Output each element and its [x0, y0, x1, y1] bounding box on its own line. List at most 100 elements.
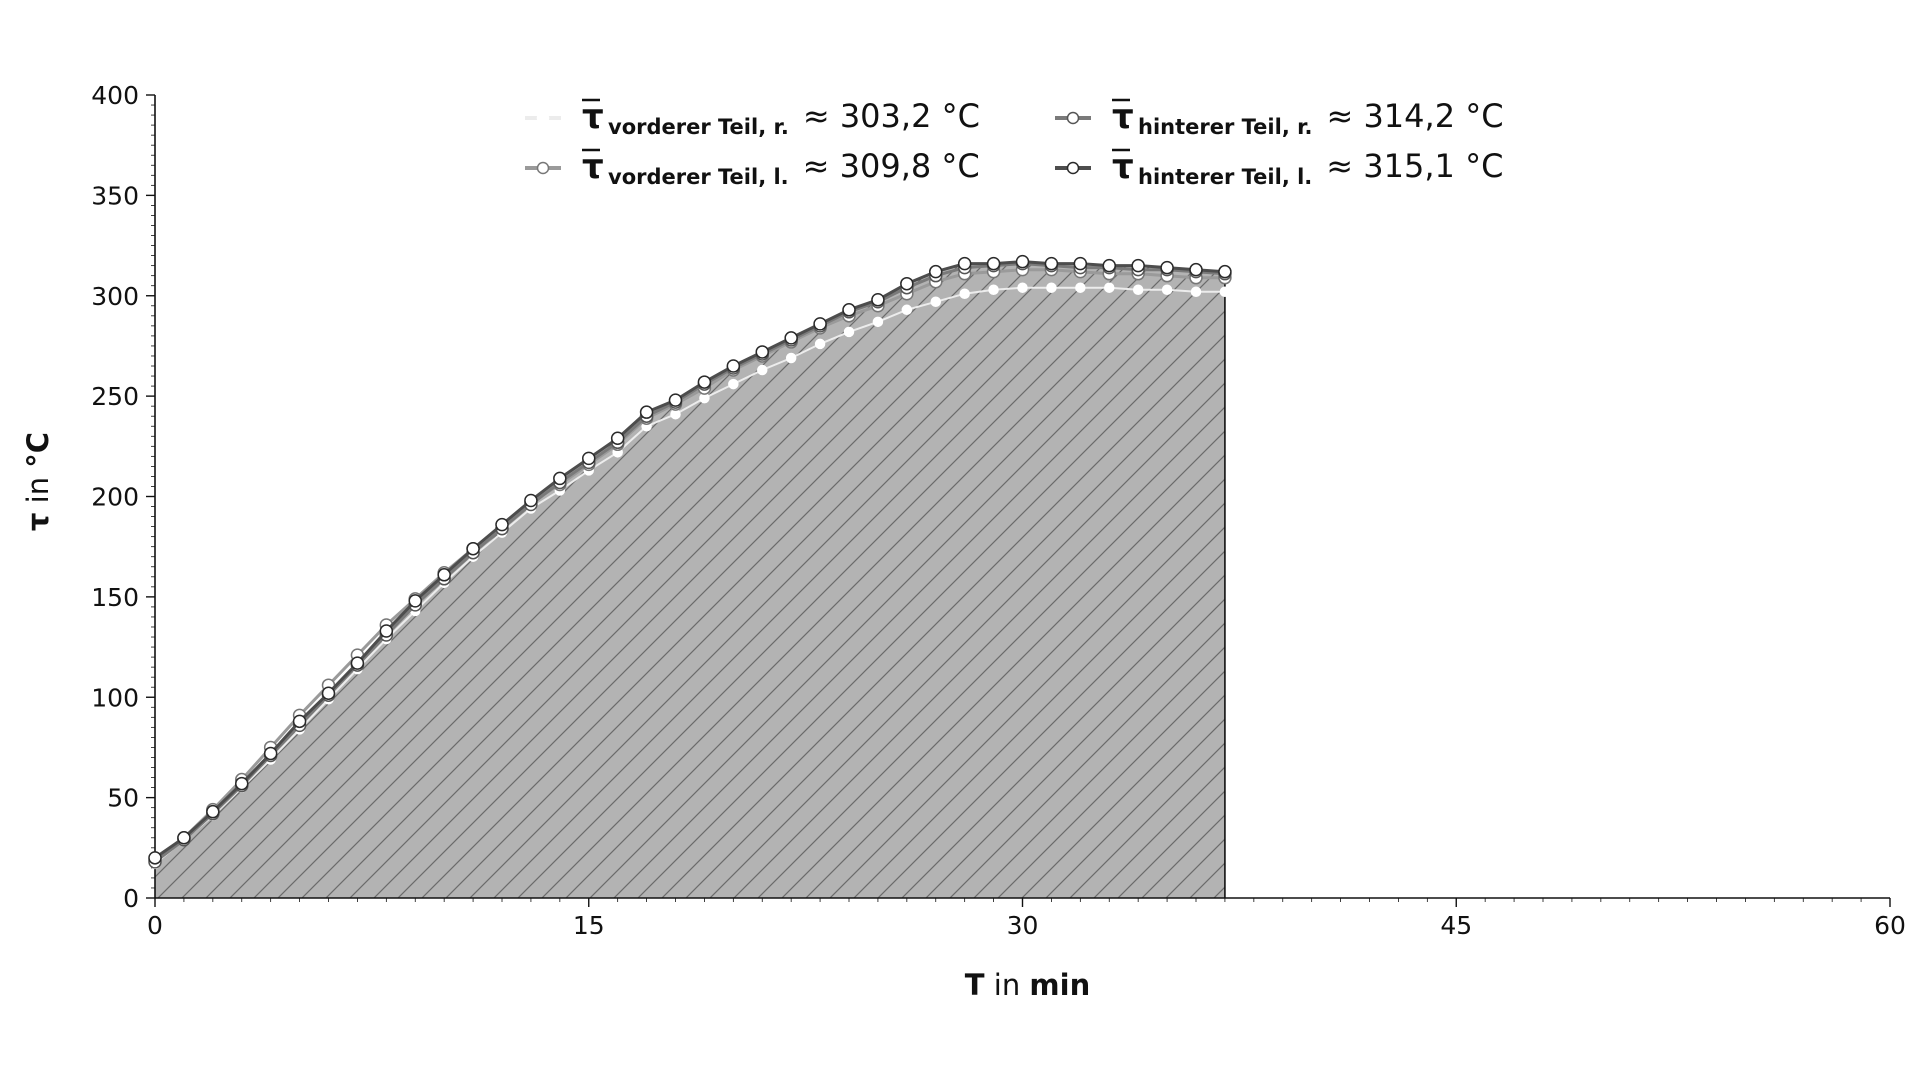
- x-axis-in: in: [985, 968, 1030, 1002]
- data-point: [1190, 286, 1202, 297]
- series-4: [148, 254, 1232, 865]
- data-point: [1015, 254, 1030, 269]
- y-tick-label: 250: [91, 382, 139, 411]
- filled-area-layer: [155, 261, 1226, 899]
- data-point: [842, 303, 856, 317]
- data-point: [697, 375, 712, 389]
- y-axis-in: in: [21, 468, 55, 513]
- data-point: [235, 776, 249, 791]
- x-tick-label: 60: [1874, 911, 1906, 940]
- data-point: [1189, 262, 1203, 277]
- y-tick-label: 300: [91, 282, 139, 311]
- data-point: [582, 451, 596, 466]
- legend-subscript: hinterer Teil, l.: [1138, 165, 1312, 189]
- legend-symbol: τ: [582, 147, 604, 187]
- data-point: [321, 686, 336, 700]
- data-point: [263, 746, 278, 761]
- legend-mean-value: ≈ 314,2 °C: [1326, 97, 1503, 135]
- data-point: [1073, 256, 1088, 271]
- data-point: [1104, 282, 1115, 293]
- data-point: [871, 293, 885, 307]
- data-point: [959, 288, 970, 299]
- y-tick-label: 150: [91, 583, 139, 612]
- data-point: [929, 264, 943, 279]
- data-point: [524, 493, 538, 508]
- x-axis-symbol: T: [965, 968, 985, 1002]
- x-axis-title: T in min: [965, 968, 1090, 1002]
- legend-subscript: hinterer Teil, r.: [1138, 115, 1312, 139]
- data-point: [1161, 284, 1173, 295]
- data-point: [986, 256, 1001, 271]
- y-tick-label: 0: [123, 884, 139, 913]
- y-tick-label: 200: [91, 483, 139, 512]
- data-point: [292, 714, 307, 729]
- data-point: [726, 359, 741, 373]
- data-point: [1219, 286, 1231, 297]
- data-point: [466, 541, 480, 556]
- legend-entry-1: τ vorderer Teil, r. ≈ 303,2 °C: [525, 97, 980, 139]
- legend-marker-swatch: [1066, 161, 1080, 175]
- data-point: [206, 804, 220, 819]
- y-axis-symbol: τ: [21, 513, 55, 532]
- data-point: [957, 256, 972, 271]
- y-axis-title: τ in °C: [21, 432, 55, 531]
- legend-symbol: τ: [1112, 147, 1134, 187]
- data-point: [1102, 258, 1116, 273]
- y-tick-label: 50: [107, 784, 139, 813]
- data-point: [1017, 282, 1028, 293]
- y-axis-unit: °C: [21, 432, 55, 468]
- data-point: [350, 656, 365, 670]
- data-point: [1046, 282, 1057, 293]
- legend-subscript: vorderer Teil, r.: [608, 115, 789, 139]
- legend-mean-value: ≈ 303,2 °C: [803, 97, 980, 135]
- data-point: [1160, 260, 1174, 275]
- data-point: [1132, 284, 1144, 295]
- data-point: [148, 851, 162, 865]
- data-point: [408, 594, 422, 608]
- data-point: [379, 624, 394, 638]
- data-point: [901, 304, 913, 316]
- legend-mean-value: ≈ 315,1 °C: [1326, 147, 1503, 185]
- legend-entry-2: τ vorderer Teil, l. ≈ 309,8 °C: [525, 147, 980, 189]
- legend-entry-3: τ hinterer Teil, r. ≈ 314,2 °C: [1055, 97, 1504, 139]
- x-tick-label: 15: [573, 911, 605, 940]
- y-tick-label: 350: [91, 181, 139, 210]
- x-tick-label: 45: [1440, 911, 1472, 940]
- data-point: [1218, 264, 1232, 279]
- legend-marker-swatch: [1066, 111, 1080, 125]
- x-tick-label: 30: [1007, 911, 1039, 940]
- legend-subscript: vorderer Teil, l.: [608, 165, 789, 189]
- data-point: [785, 352, 797, 364]
- legend-entry-4: τ hinterer Teil, l. ≈ 315,1 °C: [1055, 147, 1503, 189]
- data-point: [495, 517, 509, 532]
- data-point: [1075, 282, 1086, 293]
- x-axis-unit: min: [1029, 968, 1090, 1002]
- data-point: [814, 338, 826, 350]
- y-tick-label: 100: [91, 683, 139, 712]
- data-point: [437, 568, 451, 582]
- axis-titles: T in min τ in °C: [21, 432, 1090, 1002]
- data-point: [757, 364, 768, 376]
- legend-symbol: τ: [582, 97, 604, 137]
- data-point: [872, 316, 884, 328]
- data-point: [668, 393, 683, 407]
- data-point: [755, 345, 769, 359]
- legend-mean-value: ≈ 309,8 °C: [803, 147, 980, 185]
- data-point: [1044, 256, 1059, 271]
- data-point: [813, 317, 827, 331]
- data-point: [988, 284, 999, 295]
- legend-marker-swatch: [536, 111, 550, 125]
- data-point: [784, 331, 798, 345]
- data-point: [843, 326, 855, 338]
- legend-marker-swatch: [536, 161, 550, 175]
- axes: 0 50 100 150 200 250 300 350 400 0 15 30 45 60: [91, 81, 1906, 940]
- x-tick-label: 0: [147, 911, 163, 940]
- data-point: [670, 408, 681, 420]
- data-point: [728, 378, 739, 390]
- data-point: [639, 405, 654, 419]
- legend: τ vorderer Teil, r. ≈ 303,2 °Cτ vorderer Te…: [525, 97, 1504, 189]
- data-point: [930, 296, 941, 308]
- hatched-area: [155, 261, 1225, 899]
